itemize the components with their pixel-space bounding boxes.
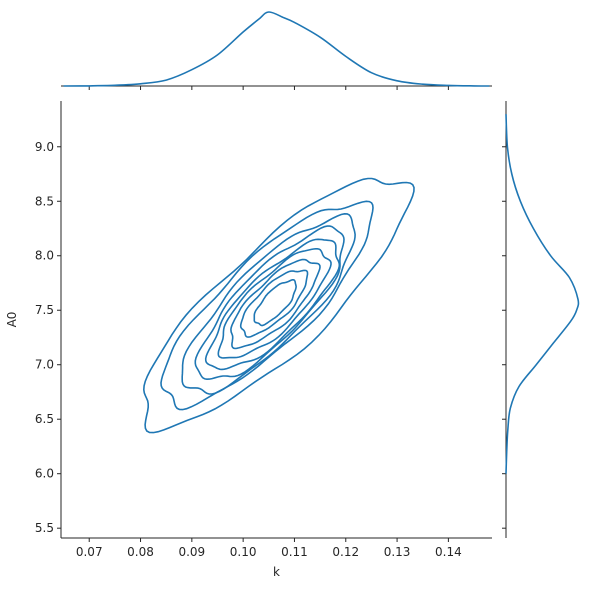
marginal-k-axes [61, 11, 492, 90]
y-tick-label: 5.5 [35, 521, 54, 535]
contour-level-4 [194, 225, 345, 381]
marginal-k-kde-line [63, 11, 490, 87]
y-tick-label: 6.0 [35, 467, 54, 481]
contour-level-3 [181, 212, 356, 395]
contour-level-1 [142, 177, 415, 434]
contour-level-8 [239, 269, 309, 338]
kde-contours [142, 177, 415, 434]
contour-level-2 [160, 200, 374, 411]
joint-axes: 0.07 0.08 0.09 0.10 0.11 0.12 0.13 0.14 5.5 6.0 6.… [35, 101, 492, 559]
y-tick-label: 7.0 [35, 358, 54, 372]
x-tick-label: 0.11 [281, 545, 308, 559]
y-tick-label: 7.5 [35, 303, 54, 317]
y-tick-label: 6.5 [35, 412, 54, 426]
contour-level-7 [230, 258, 321, 350]
x-tick-label: 0.10 [230, 545, 257, 559]
marginal-a0-axes [502, 101, 580, 538]
x-tick-label: 0.09 [178, 545, 205, 559]
y-tick-label: 9.0 [35, 140, 54, 154]
contour-level-9 [253, 279, 297, 327]
y-tick-label: 8.0 [35, 249, 54, 263]
x-tick-label: 0.08 [127, 545, 154, 559]
y-tick-label: 8.5 [35, 194, 54, 208]
x-tick-label: 0.14 [435, 545, 462, 559]
contour-level-5 [204, 238, 341, 371]
x-tick-label: 0.13 [384, 545, 411, 559]
contour-level-6 [217, 248, 332, 359]
x-tick-label: 0.07 [76, 545, 103, 559]
x-tick-label: 0.12 [332, 545, 359, 559]
x-axis-label: k [273, 565, 280, 579]
y-axis-label: A0 [5, 312, 19, 328]
marginal-a0-kde-line [505, 114, 580, 474]
